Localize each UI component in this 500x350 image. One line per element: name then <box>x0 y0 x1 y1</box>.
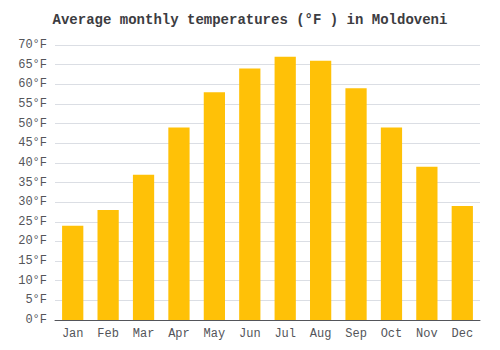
svg-text:55°F: 55°F <box>18 97 47 111</box>
svg-text:10°F: 10°F <box>18 274 47 288</box>
svg-text:20°F: 20°F <box>18 234 47 248</box>
svg-text:65°F: 65°F <box>18 58 47 72</box>
svg-text:Oct: Oct <box>381 327 403 341</box>
svg-text:Average monthly temperatures (: Average monthly temperatures (°F ) in Mo… <box>53 12 448 28</box>
svg-text:0°F: 0°F <box>25 313 47 327</box>
svg-text:Mar: Mar <box>133 327 155 341</box>
svg-text:25°F: 25°F <box>18 215 47 229</box>
svg-text:Dec: Dec <box>451 327 473 341</box>
svg-text:Apr: Apr <box>168 327 190 341</box>
svg-text:60°F: 60°F <box>18 77 47 91</box>
svg-text:15°F: 15°F <box>18 254 47 268</box>
svg-text:Feb: Feb <box>97 327 119 341</box>
svg-text:Jul: Jul <box>274 327 296 341</box>
svg-text:Sep: Sep <box>345 327 367 341</box>
svg-text:May: May <box>204 327 226 341</box>
svg-text:Jan: Jan <box>62 327 84 341</box>
svg-text:30°F: 30°F <box>18 195 47 209</box>
svg-text:50°F: 50°F <box>18 117 47 131</box>
svg-text:35°F: 35°F <box>18 176 47 190</box>
svg-text:5°F: 5°F <box>25 293 47 307</box>
svg-text:Aug: Aug <box>310 327 332 341</box>
svg-text:45°F: 45°F <box>18 136 47 150</box>
svg-text:Nov: Nov <box>416 327 438 341</box>
svg-text:Jun: Jun <box>239 327 261 341</box>
svg-text:40°F: 40°F <box>18 156 47 170</box>
svg-text:70°F: 70°F <box>18 38 47 52</box>
